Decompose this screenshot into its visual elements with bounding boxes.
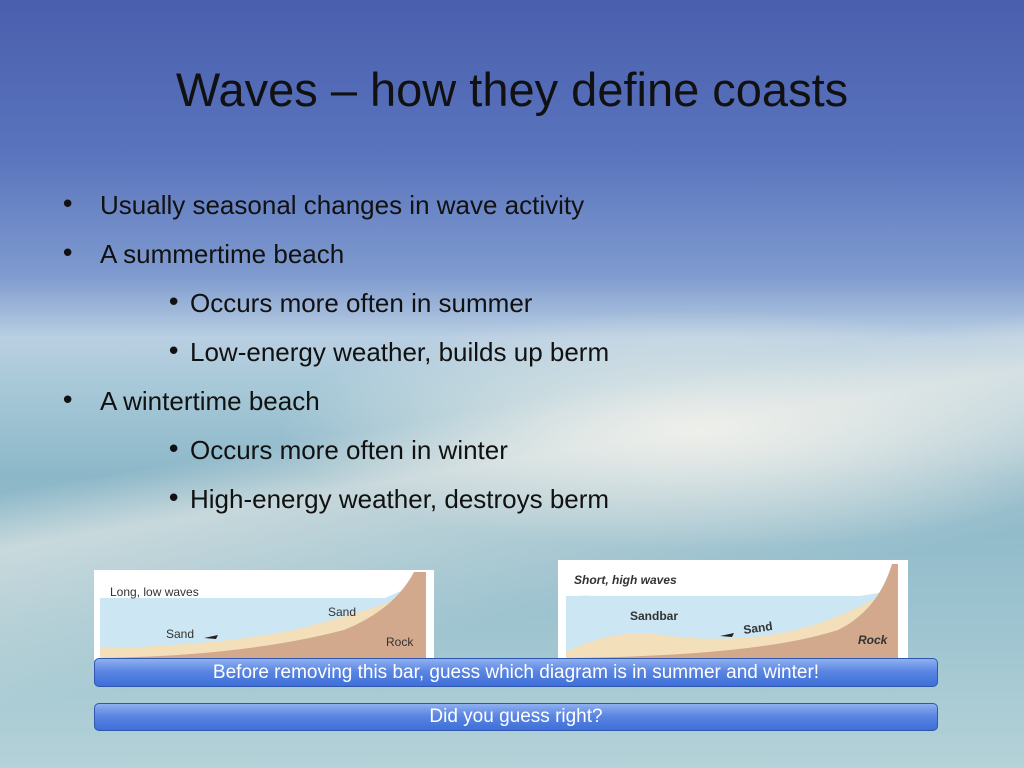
slide-title: Waves – how they define coasts [175,63,849,116]
bullet: Usually seasonal changes in wave activit… [100,190,585,220]
diagram-caption: Long, low waves [110,585,199,599]
sub-bullet: High-energy weather, destroys berm [190,484,610,514]
diagram-label: Sandbar [630,609,678,623]
sub-bullet: Occurs more often in winter [190,435,508,465]
sub-bullet: Low-energy weather, builds up berm [190,337,610,367]
bullet-dot: • [60,386,76,416]
bullet-dot: • [60,239,76,269]
diagram-label: Sand [166,627,194,641]
bullet: A wintertime beach [100,386,320,416]
diagram-caption: Short, high waves [574,573,677,587]
bullet-dot: • [166,484,182,514]
arrow [720,633,734,637]
bullet-dot: • [166,435,182,465]
bullet: A summertime beach [100,239,345,269]
reveal-bar[interactable]: Did you guess right? [94,703,938,731]
diagram-label: Rock [858,633,889,647]
cover-bar[interactable]: Before removing this bar, guess which di… [94,658,938,687]
rock [100,572,426,660]
sub-bullet: Occurs more often in summer [190,288,533,318]
bullet-dot: • [60,190,76,220]
bullet-dot: • [166,337,182,367]
diagram-winter: Short, high waves Sandbar Sand Rock [558,560,908,660]
arrow [204,635,218,639]
diagram-label: Rock [386,635,414,649]
bullet-dot: • [166,288,182,318]
rock [566,564,898,660]
diagram-label: Sand [742,619,773,637]
diagram-label: Sand [328,605,356,619]
diagram-summer: Long, low waves Sand Sand Rock [94,570,434,660]
